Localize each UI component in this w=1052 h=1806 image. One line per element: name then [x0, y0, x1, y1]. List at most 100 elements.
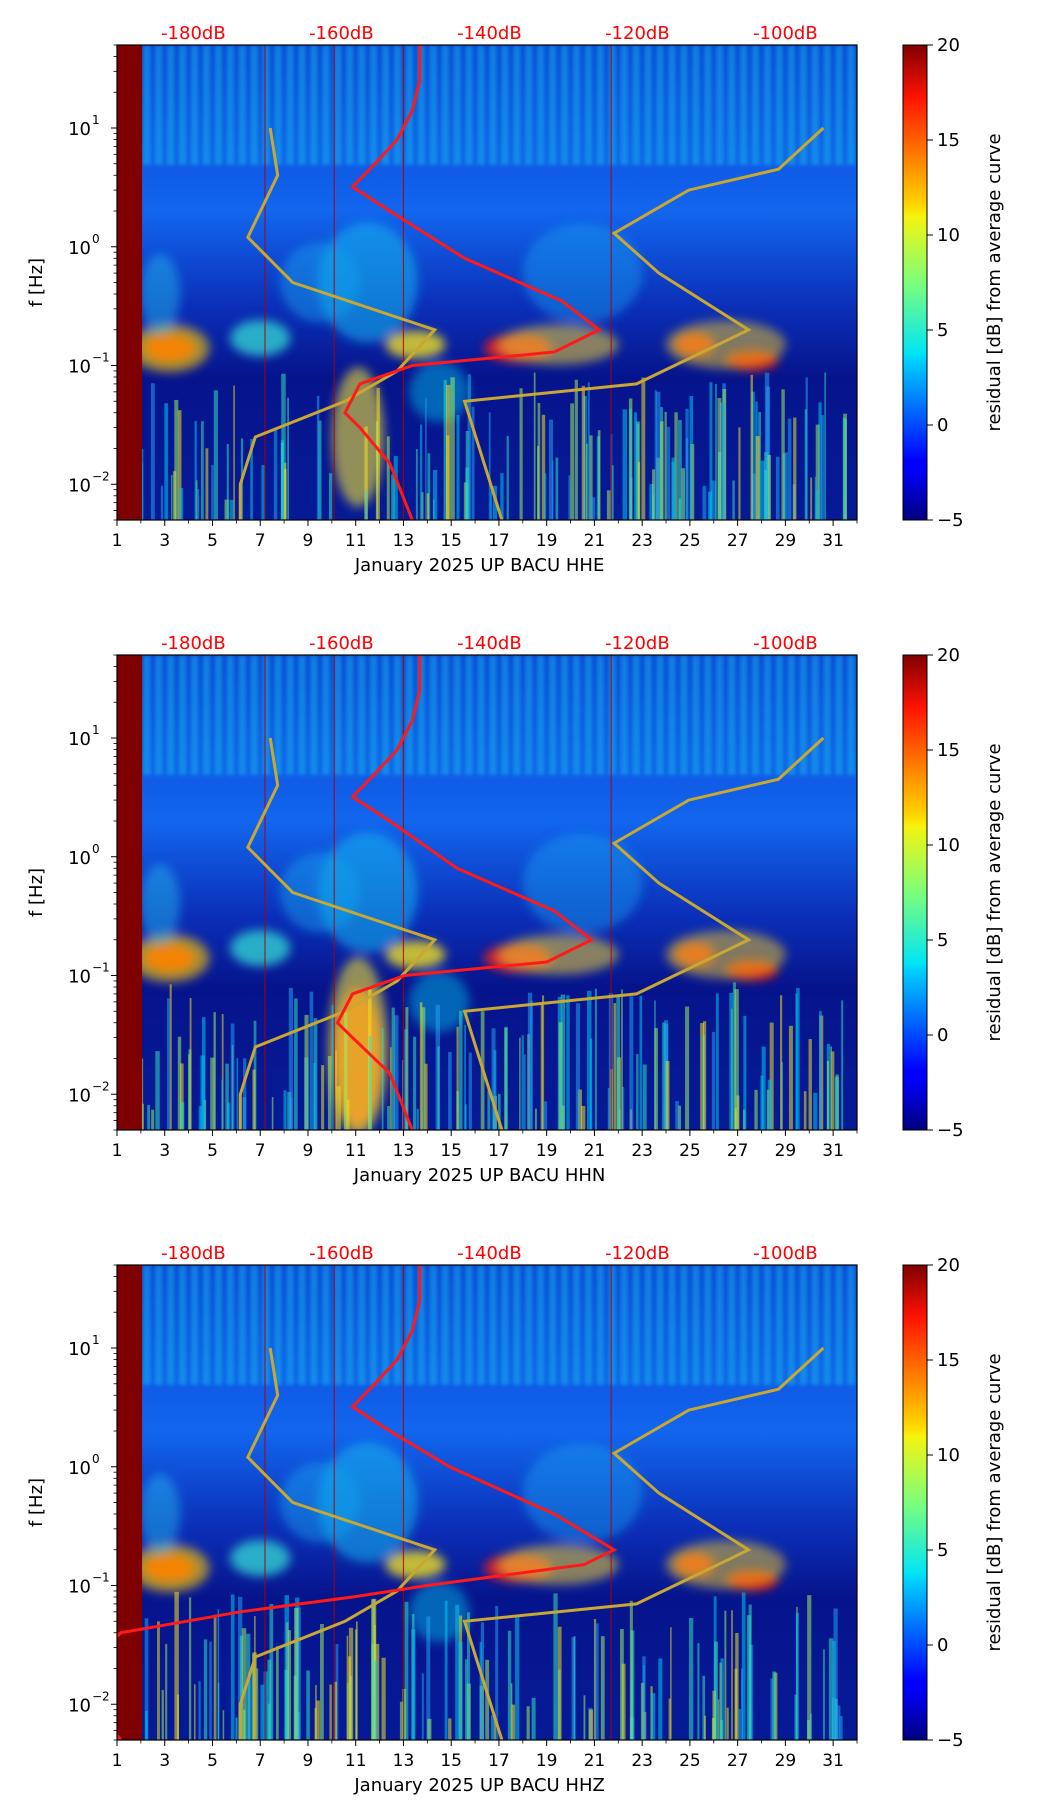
x-tick-label: 7 [255, 1751, 266, 1771]
x-tick-label: 15 [440, 1751, 462, 1771]
y-tick-exponent: 0 [92, 1452, 100, 1466]
colorbar-tick-label: 10 [937, 835, 960, 856]
colorbar-tick-label: 20 [937, 35, 960, 56]
y-tick-exponent: 0 [92, 842, 100, 856]
x-tick-label: 31 [822, 1141, 844, 1161]
x-tick-label: 5 [207, 1141, 218, 1161]
x-tick-label: 3 [159, 1751, 170, 1771]
x-tick-label: 21 [584, 1751, 606, 1771]
noise-model-high-curve [462, 126, 825, 520]
colorbar-label: residual [dB] from average curve [984, 133, 1005, 431]
colorbar-tick-label: 15 [937, 1350, 960, 1371]
y-tick-label: 10 [68, 475, 91, 496]
colorbar-label: residual [dB] from average curve [984, 1353, 1005, 1651]
top-db-label: -160dB [309, 1243, 374, 1264]
colorbar-tick-label: 20 [937, 645, 960, 666]
colorbar-tick-label: 15 [937, 740, 960, 761]
average-psd-curve [335, 655, 595, 1130]
y-tick-exponent: −1 [92, 1571, 110, 1585]
y-tick-exponent: 1 [92, 723, 100, 737]
colorbar-gradient [902, 654, 928, 1131]
x-tick-label: 29 [775, 531, 797, 551]
y-tick-label: 10 [68, 1695, 91, 1716]
x-tick-label: 17 [488, 1751, 510, 1771]
y-tick-exponent: −1 [92, 351, 110, 365]
noise-model-low-curve [238, 1347, 438, 1740]
x-axis-label: January 2025 UP BACU HHN [353, 1165, 606, 1186]
y-tick-label: 10 [68, 357, 91, 378]
noise-model-low-curve [238, 737, 438, 1130]
x-tick-label: 5 [207, 531, 218, 551]
y-tick-exponent: 1 [92, 1333, 100, 1347]
colorbar-tick-label: 5 [937, 930, 948, 951]
top-db-label: -100dB [753, 633, 818, 654]
x-axis-label: January 2025 UP BACU HHZ [353, 1775, 604, 1796]
spectrogram-streaks [142, 655, 856, 775]
colorbar: −5 0 5 10 15 20 residual [dB] from average cur… [902, 35, 1005, 531]
colorbar: −5 0 5 10 15 20 residual [dB] from average cur… [902, 645, 1005, 1141]
x-tick-label: 19 [536, 531, 558, 551]
x-tick-label: 11 [345, 1751, 367, 1771]
y-tick-label: 10 [68, 1085, 91, 1106]
x-tick-label: 31 [822, 531, 844, 551]
colorbar-tick-label: 5 [937, 1540, 948, 1561]
spectrogram-streaks [142, 45, 856, 165]
x-tick-label: 23 [631, 531, 653, 551]
x-tick-label: 13 [393, 1751, 415, 1771]
x-tick-label: 29 [775, 1141, 797, 1161]
x-tick-label: 15 [440, 531, 462, 551]
x-tick-label: 7 [255, 531, 266, 551]
x-tick-label: 27 [727, 1751, 749, 1771]
colorbar-label: residual [dB] from average curve [984, 743, 1005, 1041]
x-tick-label: 7 [255, 1141, 266, 1161]
colorbar-tick-label: −5 [937, 1730, 964, 1751]
x-tick-label: 11 [345, 531, 367, 551]
top-db-label: -180dB [161, 633, 226, 654]
y-tick-label: 10 [68, 848, 91, 869]
y-axis-label: f [Hz] [26, 258, 47, 307]
y-tick-label: 10 [68, 1339, 91, 1360]
top-db-label: -160dB [309, 633, 374, 654]
top-db-label: -120dB [605, 633, 670, 654]
x-tick-label: 23 [631, 1141, 653, 1161]
data-gap [117, 655, 143, 1130]
y-axis-label: f [Hz] [26, 868, 47, 917]
x-tick-label: 25 [679, 531, 701, 551]
x-tick-label: 27 [727, 531, 749, 551]
x-tick-label: 5 [207, 1751, 218, 1771]
spectrogram-image [117, 1265, 857, 1740]
y-tick-label: 10 [68, 967, 91, 988]
x-tick-label: 25 [679, 1751, 701, 1771]
colorbar-tick-label: 20 [937, 1255, 960, 1276]
average-psd-curve [343, 45, 602, 520]
top-db-label: -120dB [605, 23, 670, 44]
y-tick-exponent: −2 [92, 469, 110, 483]
x-tick-label: 9 [303, 1141, 314, 1161]
x-tick-label: 13 [393, 531, 415, 551]
x-tick-label: 17 [488, 1141, 510, 1161]
top-db-label: -100dB [753, 1243, 818, 1264]
y-tick-label: 10 [68, 238, 91, 259]
y-tick-label: 10 [68, 1577, 91, 1598]
y-tick-label: 10 [68, 729, 91, 750]
colorbar: −5 0 5 10 15 20 residual [dB] from average cur… [902, 1255, 1005, 1751]
colorbar-gradient [902, 44, 928, 521]
x-tick-label: 29 [775, 1751, 797, 1771]
x-tick-label: 25 [679, 1141, 701, 1161]
spectrogram-image [117, 655, 857, 1130]
noise-model-low-curve [238, 127, 438, 520]
x-tick-label: 19 [536, 1751, 558, 1771]
top-db-label: -120dB [605, 1243, 670, 1264]
x-tick-label: 1 [112, 1751, 123, 1771]
x-tick-label: 21 [584, 1141, 606, 1161]
x-tick-label: 9 [303, 1751, 314, 1771]
x-tick-label: 31 [822, 1751, 844, 1771]
spectrogram-image [117, 45, 857, 520]
top-db-label: -140dB [457, 23, 522, 44]
colorbar-tick-label: 10 [937, 225, 960, 246]
y-axis-label: f [Hz] [26, 1478, 47, 1527]
top-db-label: -160dB [309, 23, 374, 44]
